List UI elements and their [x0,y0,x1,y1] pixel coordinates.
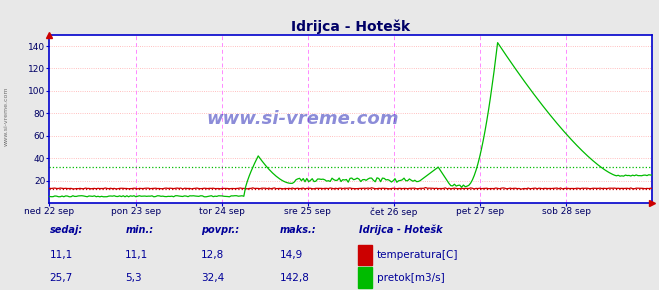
Text: Idrijca - Hotešk: Idrijca - Hotešk [359,225,443,235]
Title: Idrijca - Hotešk: Idrijca - Hotešk [291,19,411,34]
Text: sedaj:: sedaj: [49,225,82,235]
Text: www.si-vreme.com: www.si-vreme.com [4,86,9,146]
Text: temperatura[C]: temperatura[C] [377,250,459,260]
Text: 11,1: 11,1 [49,250,72,260]
Text: min.:: min.: [125,225,154,235]
Text: povpr.:: povpr.: [201,225,239,235]
Text: 14,9: 14,9 [280,250,303,260]
Text: 32,4: 32,4 [201,273,224,283]
Text: 11,1: 11,1 [125,250,148,260]
Text: pretok[m3/s]: pretok[m3/s] [377,273,445,283]
Text: 5,3: 5,3 [125,273,142,283]
Text: 25,7: 25,7 [49,273,72,283]
Text: 12,8: 12,8 [201,250,224,260]
Text: maks.:: maks.: [280,225,317,235]
Text: 142,8: 142,8 [280,273,310,283]
Text: www.si-vreme.com: www.si-vreme.com [206,110,399,128]
